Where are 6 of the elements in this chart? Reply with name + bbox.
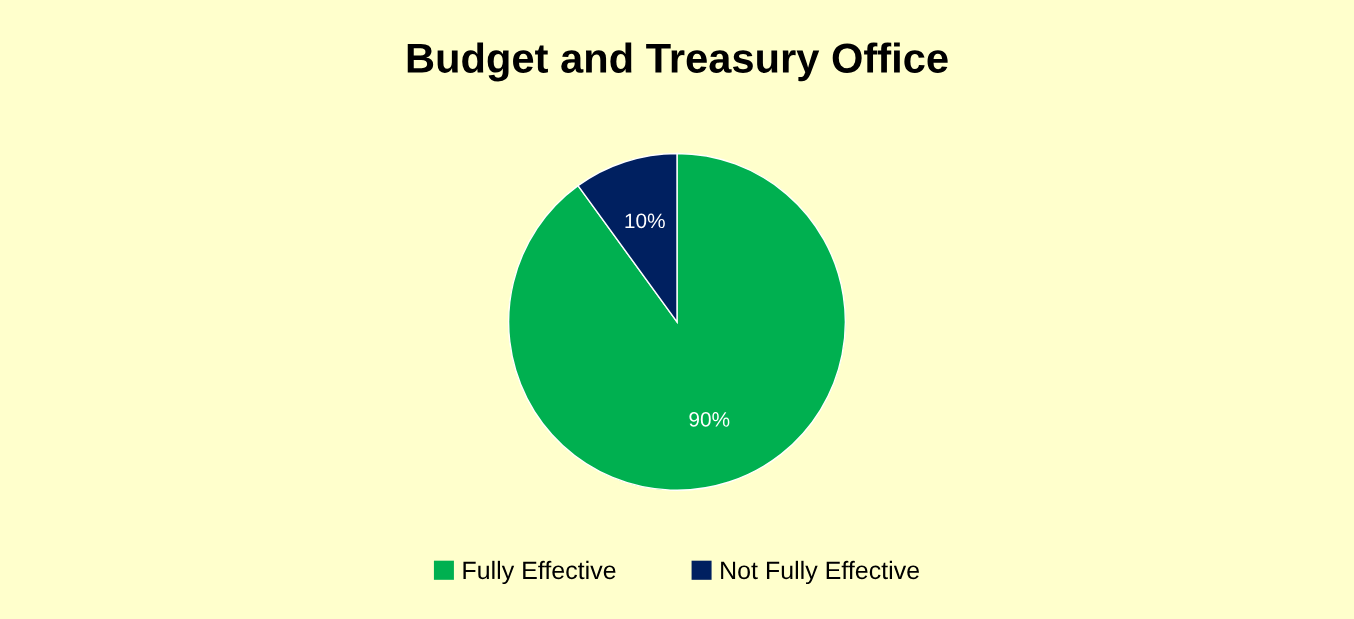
legend-label: Not Fully Effective: [721, 560, 919, 585]
pie-slice: [507, 152, 847, 491]
data-label: 10%: [625, 213, 665, 229]
legend-label: Fully Effective: [463, 560, 616, 585]
data-label: 90%: [689, 412, 730, 427]
chart-title: Budget and Treasury Office: [407, 42, 948, 82]
